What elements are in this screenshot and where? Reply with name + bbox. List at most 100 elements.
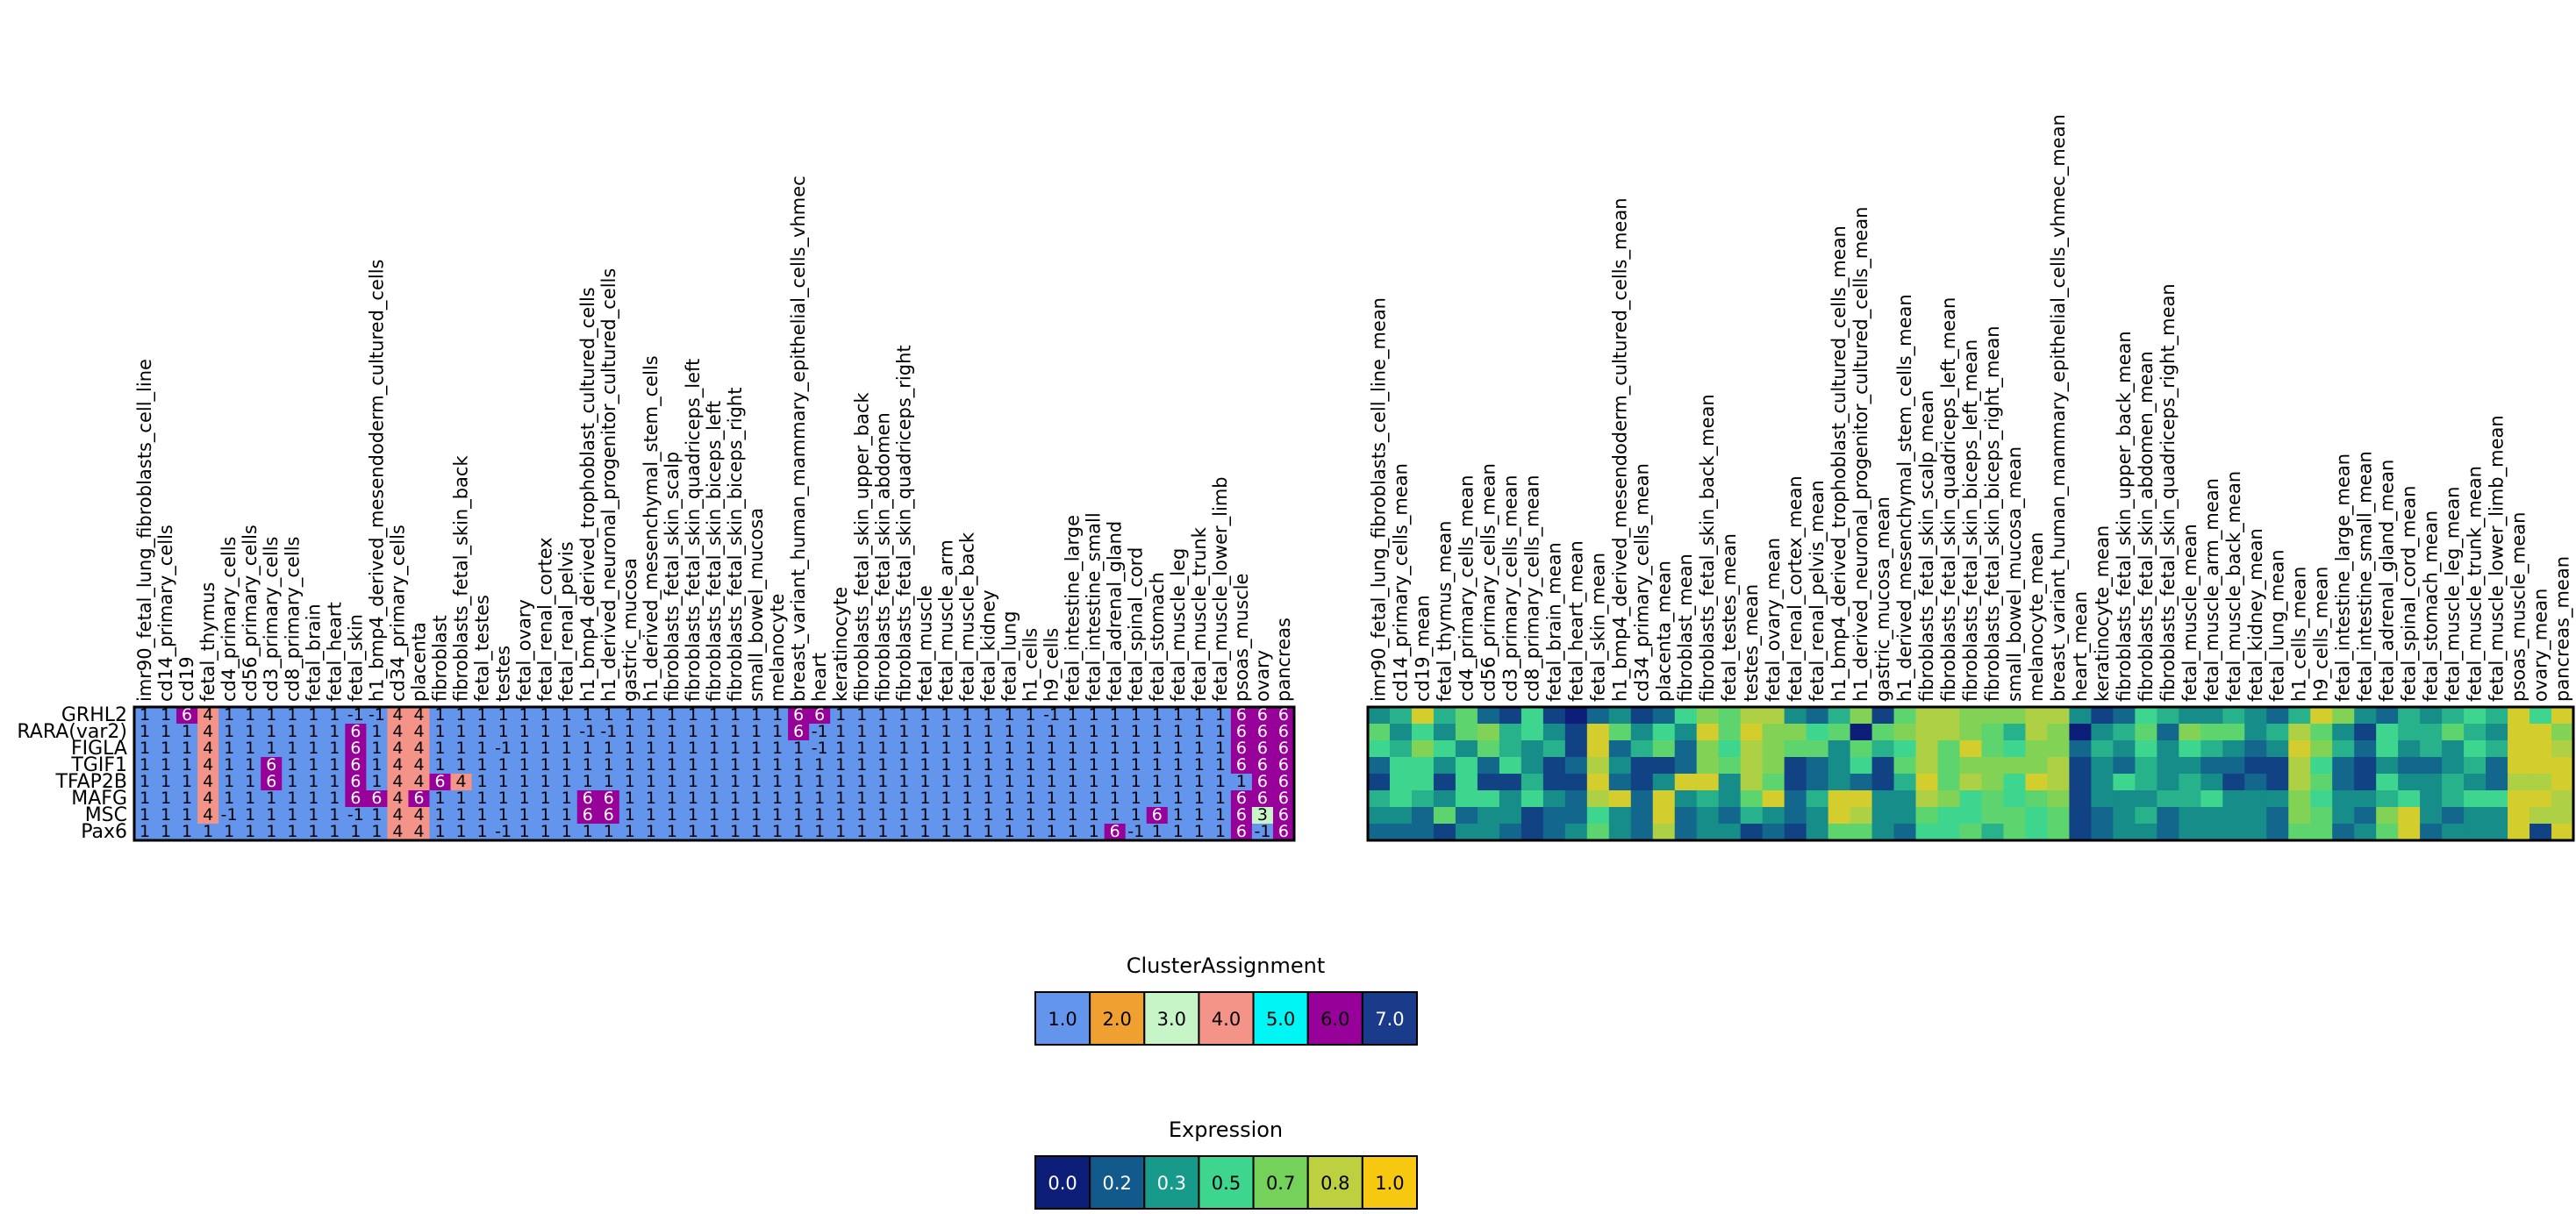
expression-cell [2179, 774, 2201, 791]
expression-cell [2376, 790, 2399, 808]
cluster-cell [977, 790, 999, 808]
cluster-cell [1125, 740, 1148, 758]
cell-label: 1 [287, 805, 297, 825]
cluster-cell [851, 740, 873, 758]
cell-label: 1 [983, 739, 993, 758]
cell-label: 1 [1089, 805, 1099, 825]
cell-label: 1 [898, 805, 909, 825]
expression-cell [1542, 790, 1566, 808]
expression-cell [2310, 790, 2333, 808]
cell-label: 1 [667, 772, 677, 791]
cluster-cell [282, 707, 304, 725]
cluster-cell [1083, 707, 1106, 725]
cell-label: 1 [772, 789, 783, 808]
expression-cell [2420, 807, 2443, 825]
column-label: fetal_thymus_mean [1434, 521, 1456, 702]
cell-label: 1 [646, 772, 656, 791]
cluster-cell [725, 707, 747, 725]
cell-label: 1 [730, 822, 741, 841]
expression-cell [1674, 774, 1698, 791]
cell-label: 1 [477, 789, 488, 808]
expression-cell [1652, 757, 1676, 775]
cluster-cell [1041, 824, 1063, 841]
cluster-cell [661, 774, 683, 791]
expression-cell [2091, 757, 2114, 775]
expression-cell [1959, 774, 1982, 791]
expression-cell [2310, 724, 2333, 741]
cluster-cell [555, 790, 578, 808]
cluster-cell [176, 757, 198, 775]
column-label: fetal_muscle_lower_limb [1210, 476, 1232, 702]
cluster-cell [872, 740, 894, 758]
expression-cell [2551, 807, 2574, 825]
expression-cell [2222, 740, 2245, 758]
legend-label: 0.8 [1320, 1173, 1349, 1194]
cluster-cell [1146, 824, 1169, 841]
expression-cell [1915, 774, 1939, 791]
cell-label: 1 [140, 822, 150, 841]
cluster-cell [851, 707, 873, 725]
cluster-cell [977, 724, 999, 741]
cell-label: 1 [1068, 722, 1078, 741]
expression-cell [1586, 824, 1610, 841]
column-label: breast_variant_human_mammary_epithelial_… [788, 175, 810, 702]
cluster-cell [176, 790, 198, 808]
cluster-cell [977, 807, 999, 825]
expression-cell [1850, 790, 1873, 808]
cluster-cell [597, 824, 620, 841]
expression-cell [1740, 707, 1764, 725]
cluster-cell [134, 824, 156, 841]
expression-cell [2354, 824, 2377, 841]
cluster-cell [155, 724, 177, 741]
expression-cell [1937, 790, 1961, 808]
cluster-cell [218, 807, 240, 825]
cluster-cell [1125, 807, 1148, 825]
expression-cell [1718, 740, 1742, 758]
expression-cell [2047, 740, 2070, 758]
expression-cell [1411, 757, 1435, 775]
cell-label: 1 [287, 755, 297, 775]
cluster-cell [429, 807, 452, 825]
cell-label: 1 [329, 739, 340, 758]
cell-label: 1 [814, 805, 825, 825]
cluster-cell [240, 807, 261, 825]
cell-label: 4 [413, 755, 424, 775]
cluster-cell [682, 790, 705, 808]
cluster-cell [218, 790, 240, 808]
column-label: fetal_intestine_small [1084, 512, 1106, 702]
expression-cell [2288, 740, 2311, 758]
cluster-cell [240, 774, 261, 791]
column-label: fetal_muscle_arm [935, 539, 957, 702]
column-label: h1_bmp4_derived_trophoblast_cultured_cel… [577, 287, 599, 702]
expression-cell [2354, 707, 2377, 725]
expression-cell [1937, 707, 1961, 725]
expression-cell [1850, 724, 1873, 741]
cell-label: 6 [1236, 722, 1247, 741]
column-label: cd34_primary_cells [387, 525, 409, 702]
column-label: cd56_primary_cells [240, 525, 261, 702]
cluster-cell [1020, 824, 1042, 841]
expression-cell [2354, 724, 2377, 741]
cell-label: 1 [477, 822, 488, 841]
expression-cell [1915, 740, 1939, 758]
cluster-cell [893, 707, 915, 725]
cell-label: 1 [308, 772, 318, 791]
legend-label: 3.0 [1157, 1009, 1186, 1030]
column-label: fetal_muscle_back [956, 532, 978, 702]
cell-label: 1 [519, 755, 530, 775]
cluster-cell [1125, 724, 1148, 741]
column-label: psoas_muscle_mean [2508, 512, 2530, 703]
column-label: fetal_muscle_lower_limb_mean [2487, 415, 2508, 702]
expression-cell [1542, 707, 1566, 725]
cell-label: 1 [308, 722, 318, 741]
cluster-cell [619, 707, 641, 725]
legend-swatch [1089, 1155, 1146, 1210]
column-label: cd8_primary_cells_mean [1521, 475, 1543, 702]
cluster-cell [998, 790, 1021, 808]
cluster-cell [555, 707, 578, 725]
cell-label: 1 [625, 772, 635, 791]
cell-label: 1 [709, 739, 719, 758]
cell-label: 1 [835, 789, 846, 808]
cell-label: -1 [579, 722, 596, 741]
expression-cell [2398, 790, 2421, 808]
